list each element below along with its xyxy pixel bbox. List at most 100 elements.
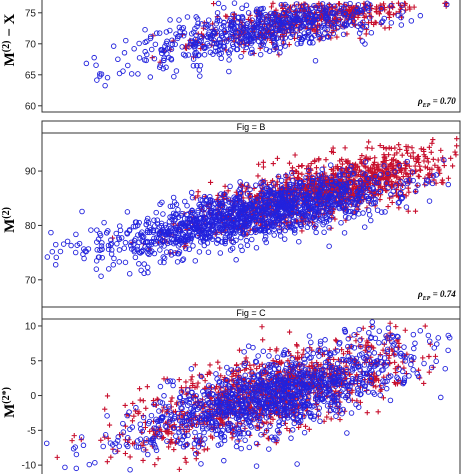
data-point-plus: [334, 34, 340, 40]
data-point-circle: [194, 62, 200, 69]
data-point-circle: [162, 43, 168, 49]
data-point-circle: [301, 14, 308, 21]
data-point-circle: [79, 208, 85, 215]
data-point-circle: [214, 41, 220, 47]
data-point-plus: [210, 1, 217, 7]
data-point-circle: [163, 40, 170, 47]
data-point-circle: [93, 266, 100, 272]
data-point-circle: [176, 33, 182, 39]
data-point-circle: [262, 23, 268, 29]
data-point-plus: [392, 359, 398, 365]
data-point-plus: [417, 167, 424, 173]
data-point-circle: [205, 34, 211, 41]
data-point-circle: [361, 224, 368, 230]
data-point-plus: [406, 4, 413, 10]
data-point-circle: [275, 35, 281, 41]
y-tick-label: 60: [25, 101, 37, 112]
data-point-plus: [375, 409, 381, 415]
data-point-circle: [324, 403, 331, 409]
data-point-plus: [137, 397, 143, 403]
data-point-circle: [113, 230, 119, 237]
data-point-circle: [282, 1, 288, 8]
panel-b-correlation-annotation: ρEP = 0.74: [417, 289, 456, 302]
data-point-plus: [404, 150, 411, 156]
data-point-plus: [302, 423, 309, 429]
data-point-circle: [266, 48, 273, 54]
data-point-circle: [444, 1, 450, 8]
panel-b-y-axis-label-main: M: [2, 219, 18, 233]
data-point-circle: [226, 49, 232, 55]
data-point-circle: [359, 38, 366, 44]
data-point-circle: [234, 46, 241, 52]
data-point-circle: [378, 5, 385, 12]
data-point-circle: [221, 4, 227, 11]
data-point-plus: [329, 29, 335, 36]
data-point-circle: [214, 10, 221, 16]
data-point-plus: [396, 142, 402, 148]
data-point-circle: [213, 21, 219, 27]
data-point-plus: [201, 447, 207, 453]
data-point-circle: [329, 9, 335, 16]
data-point-circle: [238, 243, 244, 250]
data-point-plus: [190, 445, 196, 452]
data-point-circle: [403, 204, 410, 210]
data-point-plus: [452, 149, 458, 155]
data-point-circle: [314, 13, 320, 20]
data-point-circle: [182, 52, 189, 59]
data-point-circle: [311, 32, 318, 39]
data-point-plus: [108, 454, 114, 460]
data-point-circle: [388, 20, 395, 26]
data-point-plus: [380, 1, 387, 7]
data-point-circle: [181, 30, 188, 36]
data-point-circle: [304, 15, 311, 21]
data-point-plus: [334, 7, 340, 13]
data-point-circle: [192, 52, 199, 59]
data-point-plus: [428, 149, 434, 155]
data-point-plus: [254, 366, 260, 372]
data-point-plus: [401, 365, 407, 371]
data-point-circle: [360, 24, 366, 30]
data-point-plus: [373, 6, 379, 12]
data-point-circle: [53, 254, 60, 261]
data-point-plus: [417, 163, 423, 169]
data-point-circle: [190, 62, 197, 69]
data-point-plus: [373, 384, 379, 390]
data-point-plus: [204, 446, 211, 452]
data-point-circle: [142, 39, 148, 46]
data-point-circle: [281, 236, 288, 242]
data-point-circle: [213, 371, 219, 377]
data-point-circle: [138, 267, 144, 274]
data-point-circle: [307, 24, 313, 30]
data-point-plus: [143, 405, 149, 411]
data-point-circle: [326, 243, 332, 249]
data-point-plus: [336, 410, 342, 416]
data-point-circle: [80, 442, 87, 449]
data-point-circle: [211, 40, 217, 47]
data-point-circle: [98, 273, 104, 279]
panel-a-rho: ρ: [417, 96, 423, 106]
data-point-plus: [420, 355, 426, 361]
data-point-circle: [281, 19, 287, 26]
data-point-plus: [248, 18, 254, 24]
data-point-circle: [233, 443, 240, 450]
data-point-circle: [172, 41, 178, 48]
data-point-circle: [325, 34, 332, 40]
data-point-circle: [176, 17, 182, 23]
data-point-plus: [430, 137, 436, 143]
data-point-circle: [244, 32, 250, 39]
data-point-circle: [205, 17, 212, 23]
data-point-plus: [71, 433, 77, 439]
data-point-circle: [301, 429, 308, 436]
data-point-circle: [255, 24, 262, 30]
data-point-circle: [321, 9, 328, 15]
data-point-plus: [415, 173, 421, 179]
data-point-circle: [349, 13, 355, 19]
data-point-circle: [243, 24, 249, 30]
data-point-circle: [220, 43, 226, 50]
panel-b-rho-value: = 0.74: [430, 289, 456, 299]
data-point-circle: [136, 55, 143, 61]
data-point-circle: [136, 261, 142, 267]
data-point-plus: [292, 152, 298, 158]
data-point-plus: [432, 353, 439, 359]
